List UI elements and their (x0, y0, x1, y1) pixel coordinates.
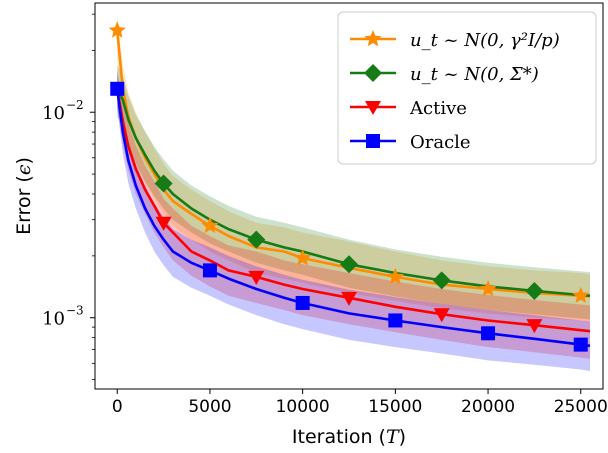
x-tick-label: 15000 (368, 397, 422, 417)
x-axis-label: Iteration (T) (292, 426, 406, 448)
series-3-point-4 (481, 326, 496, 341)
legend-label: Oracle (410, 132, 471, 153)
legend-label: u_t ~ N(0, Σ*) (410, 64, 539, 85)
legend-marker (366, 134, 380, 148)
series-2-point-1 (248, 270, 265, 285)
series-1-point-4 (525, 281, 544, 300)
x-tick-label: 20000 (461, 397, 515, 417)
series-1-point-0 (154, 174, 173, 193)
series-3-point-2 (295, 295, 310, 310)
series-0-point-0 (108, 21, 126, 38)
series-2-point-3 (433, 308, 450, 323)
series-0-point-1 (201, 216, 219, 234)
x-tick-label: 10000 (276, 397, 330, 417)
series-0-point-3 (386, 267, 404, 285)
series-2-point-2 (341, 291, 357, 306)
series-0-point-2 (294, 249, 312, 266)
legend-label: u_t ~ N(0, γ²I/p) (410, 30, 560, 51)
y-tick-exponent: −2 (66, 98, 84, 112)
y-tick-label: 10 (42, 309, 65, 330)
series-3-point-0 (110, 81, 125, 96)
series-3-point-3 (388, 313, 403, 328)
legend-marker (364, 64, 382, 82)
series-0-point-5 (572, 286, 590, 303)
legend-label: Active (409, 98, 467, 119)
series-1-point-1 (247, 230, 266, 249)
legend-marker (364, 30, 382, 47)
x-tick-label: 25000 (554, 397, 608, 417)
series-2-point-0 (155, 216, 172, 231)
series-3-point-5 (573, 337, 588, 352)
y-axis-label: Error (ϵ) (13, 157, 35, 235)
series-line-3 (115, 88, 591, 348)
legend-box (337, 11, 597, 165)
legend-marker (365, 101, 381, 115)
x-tick-label: 0 (112, 397, 123, 417)
series-0-point-4 (479, 280, 497, 297)
series-line-1 (116, 88, 591, 297)
series-1-point-3 (432, 271, 451, 290)
confidence-band-series-0 (117, 14, 590, 322)
y-tick-label: 10 (42, 103, 65, 124)
series-2-point-4 (526, 319, 543, 334)
confidence-band-series-3 (117, 70, 590, 372)
confidence-band-series-2 (117, 70, 590, 360)
y-tick-exponent: −3 (66, 304, 84, 318)
series-1-point-2 (340, 255, 358, 274)
x-tick-label: 5000 (188, 397, 231, 417)
series-line-2 (115, 88, 591, 333)
legend: u_t ~ N(0, γ²I/p) u_t ~ N(0, Σ*) Active Ora… (337, 11, 597, 165)
plot-frame (94, 2, 604, 390)
series-3-point-1 (202, 263, 217, 278)
